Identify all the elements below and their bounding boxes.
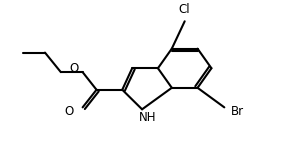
Text: O: O — [64, 105, 73, 118]
Text: Cl: Cl — [179, 3, 191, 16]
Text: Br: Br — [231, 105, 244, 118]
Text: O: O — [69, 62, 78, 75]
Text: NH: NH — [139, 111, 157, 124]
